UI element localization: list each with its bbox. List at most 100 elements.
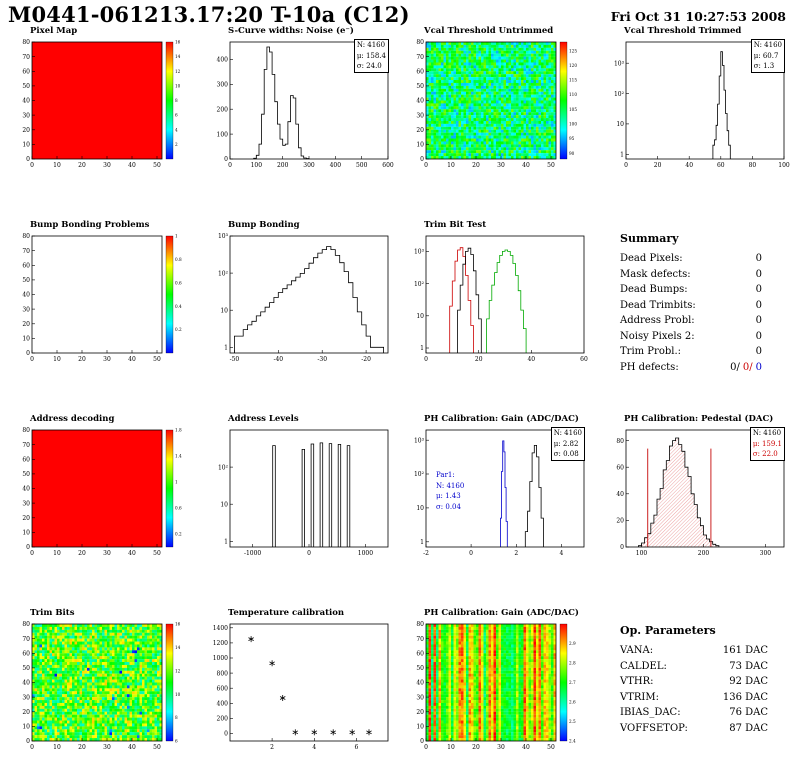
svg-text:100: 100	[778, 162, 790, 169]
svg-text:10: 10	[220, 501, 228, 508]
param-row: VTHR: 92 DAC	[620, 676, 768, 687]
svg-text:2: 2	[175, 142, 178, 147]
svg-text:0: 0	[420, 156, 424, 163]
svg-text:20: 20	[472, 162, 480, 169]
param-row: Noisy Pixels 2: 0	[620, 330, 762, 342]
svg-text:1: 1	[224, 539, 228, 546]
svg-text:20: 20	[616, 518, 624, 525]
plot-canvas: -2 0 2 4 1 10 10² 10³	[414, 429, 585, 557]
svg-text:0: 0	[620, 544, 624, 551]
svg-text:0: 0	[228, 162, 232, 169]
svg-text:10²: 10²	[414, 471, 425, 478]
svg-text:120: 120	[569, 63, 577, 68]
svg-text:300: 300	[760, 550, 772, 557]
svg-text:1: 1	[420, 345, 424, 352]
svg-text:10: 10	[220, 307, 228, 314]
panel-title: Summary	[620, 232, 679, 245]
param-row: Address Probl: 0	[620, 315, 762, 326]
svg-text:40: 40	[22, 98, 30, 105]
svg-text:30: 30	[416, 112, 424, 119]
svg-text:100: 100	[636, 550, 648, 557]
chart-title: Bump Bonding	[228, 220, 300, 230]
svg-text:1: 1	[620, 152, 624, 159]
svg-text:1000: 1000	[358, 550, 373, 557]
svg-text:125: 125	[569, 48, 577, 53]
chart-title: S-Curve widths: Noise (e⁻)	[228, 26, 354, 36]
svg-text:0: 0	[30, 550, 34, 557]
stats-box: N: 4160 μ: 158.4 σ: 24.0	[353, 39, 389, 73]
svg-text:40: 40	[22, 486, 30, 493]
svg-text:20: 20	[78, 550, 86, 557]
svg-text:70: 70	[22, 248, 30, 255]
chart-title: Trim Bit Test	[424, 220, 487, 230]
svg-text:10²: 10²	[218, 464, 229, 471]
svg-text:60: 60	[416, 69, 424, 76]
svg-text:30: 30	[22, 112, 30, 119]
svg-text:14: 14	[175, 54, 181, 59]
svg-text:4: 4	[312, 744, 316, 751]
svg-text:0: 0	[26, 738, 30, 745]
plot-canvas: 100 200 300 0 20 40 60 80	[616, 429, 785, 557]
svg-text:40: 40	[128, 356, 136, 363]
param-row: Dead Pixels: 0	[620, 253, 762, 264]
svg-text:10: 10	[616, 121, 624, 128]
chart-title: PH Calibration: Pedestal (DAC)	[624, 414, 774, 424]
svg-text:10: 10	[447, 162, 455, 169]
svg-text:40: 40	[522, 162, 530, 169]
svg-text:10: 10	[22, 724, 30, 731]
svg-text:10: 10	[22, 142, 30, 149]
svg-text:50: 50	[416, 83, 424, 90]
svg-text:10: 10	[22, 530, 30, 537]
svg-text:60: 60	[717, 162, 725, 169]
svg-text:0.2: 0.2	[175, 532, 182, 537]
plot-canvas: 6 8 10 12 14 16 0 10 20 30 40 50 0 10 20 30 40 50 60 70 80	[22, 621, 181, 751]
svg-text:20: 20	[78, 162, 86, 169]
svg-text:0: 0	[26, 156, 30, 163]
chart-temperature-calibration: Temperature calibration 2 4 6 0 200 400 600 800…	[204, 608, 400, 760]
svg-text:1: 1	[175, 480, 178, 485]
svg-text:95: 95	[569, 136, 575, 141]
svg-text:1: 1	[175, 234, 178, 239]
svg-text:800: 800	[217, 670, 229, 677]
chart-ph-gain-map: PH Calibration: Gain (ADC/DAC) 2.4 2.5 2.6…	[400, 608, 596, 760]
svg-text:-2: -2	[423, 550, 429, 557]
chart-title: PH Calibration: Gain (ADC/DAC)	[424, 608, 579, 618]
svg-text:0: 0	[424, 162, 428, 169]
svg-text:50: 50	[153, 744, 161, 751]
svg-text:40: 40	[128, 744, 136, 751]
svg-text:0: 0	[30, 356, 34, 363]
svg-text:20: 20	[78, 744, 86, 751]
svg-text:300: 300	[217, 82, 229, 89]
param-row: CALDEL: 73 DAC	[620, 660, 768, 672]
svg-text:0: 0	[224, 731, 228, 738]
svg-text:90: 90	[569, 151, 575, 156]
svg-text:6: 6	[175, 739, 178, 744]
chart-address-decoding: Address decoding 0.2 0.6 1 1.4 1.8 0 10 20 30 40 5…	[6, 414, 202, 566]
stats-box: N: 4160 μ: 2.82 σ: 0.08	[550, 427, 585, 461]
svg-text:80: 80	[22, 39, 30, 46]
svg-text:10: 10	[416, 505, 424, 512]
svg-text:60: 60	[580, 356, 588, 363]
svg-text:1.4: 1.4	[175, 454, 182, 459]
svg-text:0: 0	[224, 156, 228, 163]
chart-title: Bump Bonding Problems	[30, 220, 150, 230]
svg-text:0: 0	[624, 162, 628, 169]
svg-text:20: 20	[475, 356, 483, 363]
timestamp: Fri Oct 31 10:27:53 2008	[610, 9, 786, 24]
svg-text:40: 40	[416, 98, 424, 105]
svg-text:200: 200	[217, 106, 229, 113]
svg-text:100: 100	[251, 162, 263, 169]
svg-text:600: 600	[382, 162, 394, 169]
svg-text:30: 30	[497, 162, 505, 169]
svg-text:70: 70	[22, 54, 30, 61]
svg-text:100: 100	[569, 122, 577, 127]
svg-text:8: 8	[175, 715, 178, 720]
svg-text:10: 10	[22, 336, 30, 343]
plot-canvas: -1000 0 1000 1 10 10²	[218, 429, 389, 557]
page-title: M0441-061213.17:20 T-10a (C12)	[8, 2, 410, 27]
svg-text:10³: 10³	[218, 233, 229, 240]
svg-text:100: 100	[217, 131, 229, 138]
svg-text:12: 12	[175, 668, 181, 673]
chart-ph-gain-hist: PH Calibration: Gain (ADC/DAC) -2 0 2 4 1 10 1…	[400, 414, 596, 566]
param-row: VTRIM: 136 DAC	[620, 691, 768, 703]
